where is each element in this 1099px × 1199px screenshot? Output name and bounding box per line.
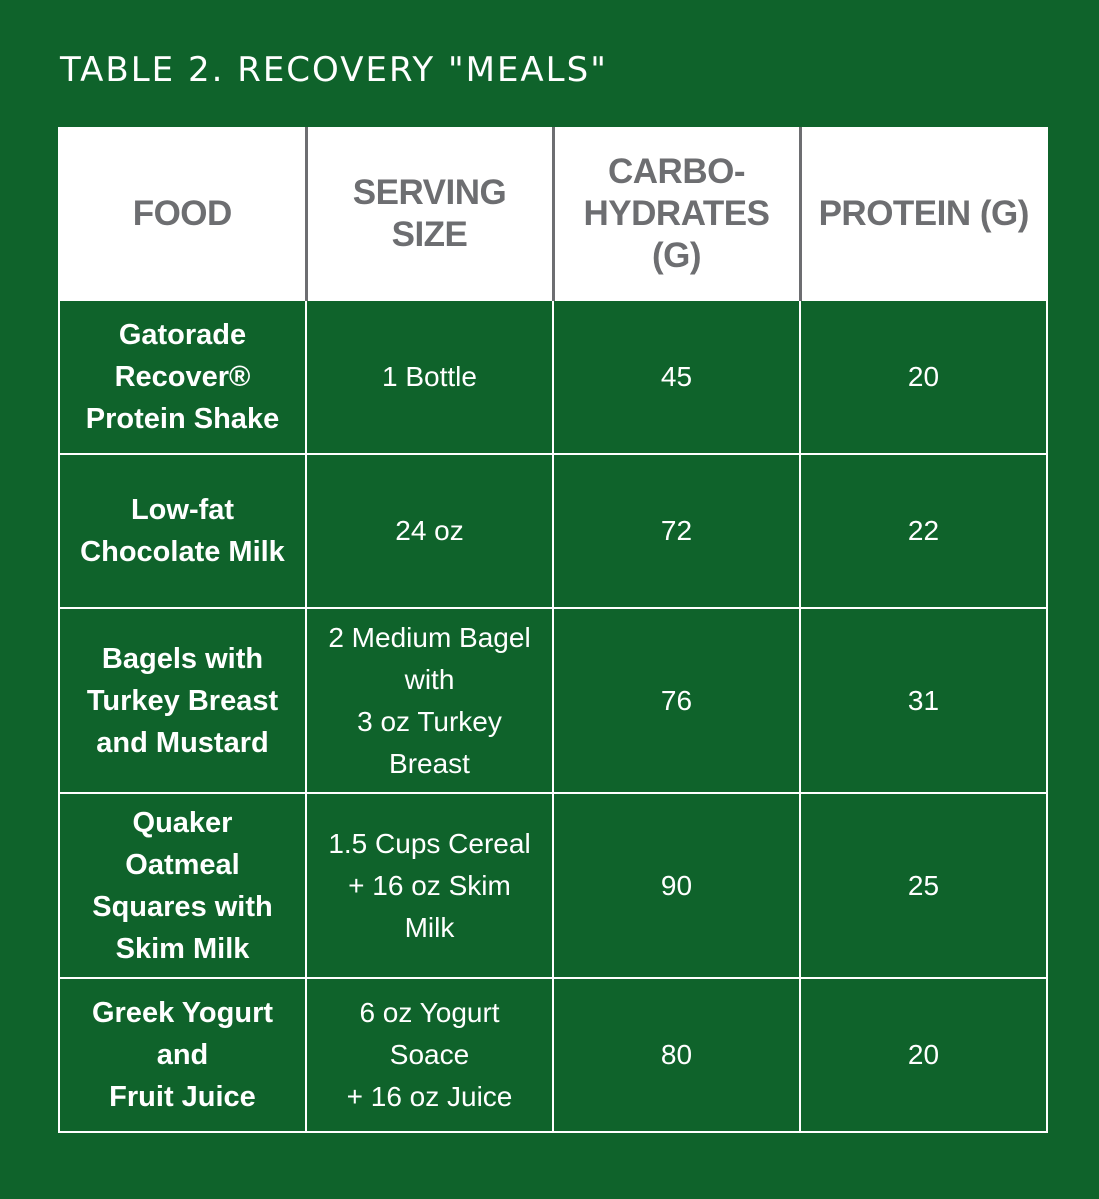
serving-cell: 2 Medium Bagel with 3 oz Turkey Breast <box>305 607 554 794</box>
carbs-cell: 45 <box>552 299 801 455</box>
carbs-cell: 80 <box>552 977 801 1133</box>
serving-cell: 24 oz <box>305 453 554 609</box>
recovery-meals-table: FOOD SERVING SIZE CARBO- HYDRATES (G) PR… <box>58 127 1048 1133</box>
carbs-cell: 90 <box>552 792 801 979</box>
carbs-cell: 76 <box>552 607 801 794</box>
protein-cell: 20 <box>799 977 1048 1133</box>
food-cell: Greek Yogurt and Fruit Juice <box>58 977 307 1133</box>
food-cell: Low-fat Chocolate Milk <box>58 453 307 609</box>
serving-cell: 1.5 Cups Cereal + 16 oz Skim Milk <box>305 792 554 979</box>
table-row: Quaker Oatmeal Squares with Skim Milk 1.… <box>58 792 1048 979</box>
col-header-food: FOOD <box>58 127 307 301</box>
protein-cell: 31 <box>799 607 1048 794</box>
table-title: TABLE 2. RECOVERY "MEALS" <box>60 50 608 90</box>
carbs-cell: 72 <box>552 453 801 609</box>
col-header-protein: PROTEIN (G) <box>798 127 1048 301</box>
protein-cell: 20 <box>799 299 1048 455</box>
food-cell: Bagels with Turkey Breast and Mustard <box>58 607 307 794</box>
food-cell: Quaker Oatmeal Squares with Skim Milk <box>58 792 307 979</box>
protein-cell: 22 <box>799 453 1048 609</box>
serving-cell: 6 oz Yogurt Soace + 16 oz Juice <box>305 977 554 1133</box>
table-row: Greek Yogurt and Fruit Juice 6 oz Yogurt… <box>58 977 1048 1133</box>
table-row: Low-fat Chocolate Milk 24 oz 72 22 <box>58 453 1048 609</box>
table-row: Gatorade Recover® Protein Shake 1 Bottle… <box>58 299 1048 455</box>
serving-cell: 1 Bottle <box>305 299 554 455</box>
table-row: Bagels with Turkey Breast and Mustard 2 … <box>58 607 1048 794</box>
food-cell: Gatorade Recover® Protein Shake <box>58 299 307 455</box>
col-header-carbohydrates: CARBO- HYDRATES (G) <box>551 127 801 301</box>
col-header-serving-size: SERVING SIZE <box>304 127 554 301</box>
protein-cell: 25 <box>799 792 1048 979</box>
header-row: FOOD SERVING SIZE CARBO- HYDRATES (G) PR… <box>58 127 1048 301</box>
